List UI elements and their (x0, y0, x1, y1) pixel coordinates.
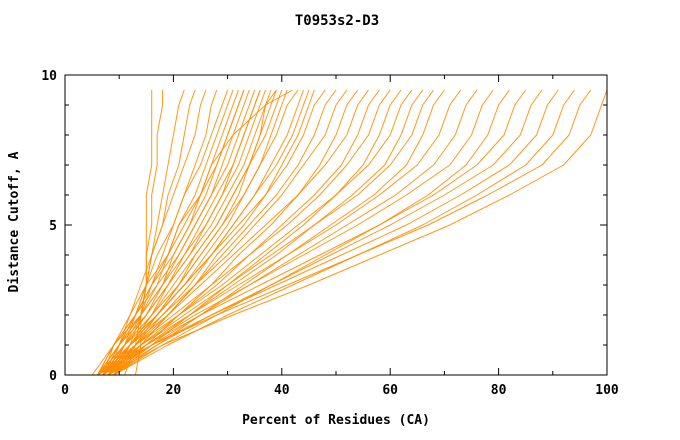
model-curve (113, 89, 315, 376)
model-curve (108, 89, 380, 376)
model-curve (102, 89, 559, 376)
y-tick-label: 5 (49, 219, 57, 234)
x-tick-label: 40 (274, 383, 290, 398)
y-tick-label: 10 (41, 69, 57, 84)
model-curve (113, 89, 359, 376)
model-curve (97, 89, 413, 376)
model-curve (102, 89, 207, 376)
x-tick-label: 20 (166, 383, 182, 398)
model-curve (108, 89, 543, 376)
model-curve (97, 89, 592, 376)
x-tick-label: 80 (491, 383, 507, 398)
model-curve (113, 89, 445, 376)
model-curve (113, 89, 402, 376)
model-curve (134, 90, 153, 376)
model-curve (97, 89, 462, 376)
model-curve (107, 89, 337, 376)
model-curve (97, 89, 299, 376)
chart-title: T0953s2-D3 (295, 13, 379, 29)
model-curve (102, 89, 391, 376)
y-tick-label: 0 (49, 369, 57, 384)
model-curve (102, 89, 293, 376)
model-curve (97, 89, 326, 376)
model-curve (102, 89, 494, 376)
x-tick-label: 0 (61, 383, 69, 398)
model-curve (102, 89, 310, 376)
y-axis-label: Distance Cutoff, A (7, 151, 22, 292)
model-curve (97, 89, 527, 376)
model-curve (97, 89, 369, 376)
model-curve (102, 89, 283, 376)
model-curve (97, 89, 239, 376)
axes-group: 0 20 40 60 80 100 0 5 10 (41, 69, 619, 398)
curves-group (91, 89, 608, 376)
model-curve (97, 89, 277, 376)
model-curve (108, 89, 478, 376)
model-curve (107, 89, 272, 376)
x-tick-label: 60 (382, 383, 398, 398)
x-axis-label: Percent of Residues (CA) (242, 413, 430, 428)
model-curve (113, 89, 575, 376)
model-curve (97, 89, 229, 376)
model-curve (102, 89, 434, 376)
x-tick-label: 100 (595, 383, 619, 398)
model-curve (102, 89, 348, 376)
model-curve (97, 89, 256, 376)
model-curve (102, 89, 267, 376)
model-curve (108, 89, 608, 376)
